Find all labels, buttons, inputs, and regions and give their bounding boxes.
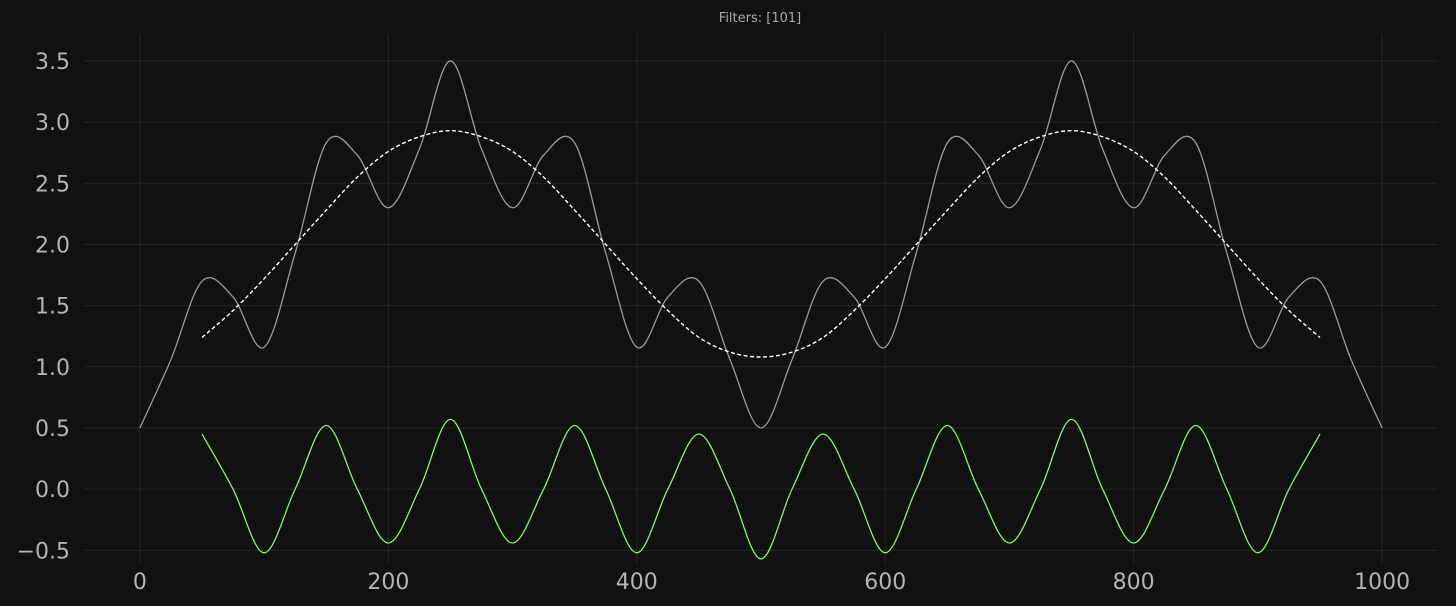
x-tick-label: 800 [1113, 570, 1155, 595]
series-lines [139, 60, 1383, 560]
chart-title: Filters: [101] [719, 11, 801, 26]
x-tick-label: 200 [367, 570, 409, 595]
y-tick-label: 3.5 [35, 50, 70, 75]
filtered-line [201, 418, 1321, 560]
x-tick-label: 0 [133, 570, 147, 595]
grid-lines [84, 34, 1438, 565]
y-tick-label: 3.0 [35, 111, 70, 136]
y-tick-label: −0.5 [17, 539, 70, 564]
x-tick-label: 600 [864, 570, 906, 595]
y-tick-label: 1.5 [35, 295, 70, 320]
tick-labels: 0 200 400 600 800 1000 −0.5 0.0 0.5 1.0 1.5 2.0 2.5 3… [17, 50, 1411, 595]
x-tick-label: 1000 [1354, 570, 1410, 595]
x-tick-label: 400 [616, 570, 658, 595]
y-tick-label: 2.0 [35, 233, 70, 258]
signal-line [139, 60, 1383, 429]
y-tick-label: 1.0 [35, 356, 70, 381]
trend-dashed-line [201, 129, 1321, 358]
y-tick-label: 0.0 [35, 478, 70, 503]
y-tick-label: 2.5 [35, 172, 70, 197]
y-tick-label: 0.5 [35, 417, 70, 442]
